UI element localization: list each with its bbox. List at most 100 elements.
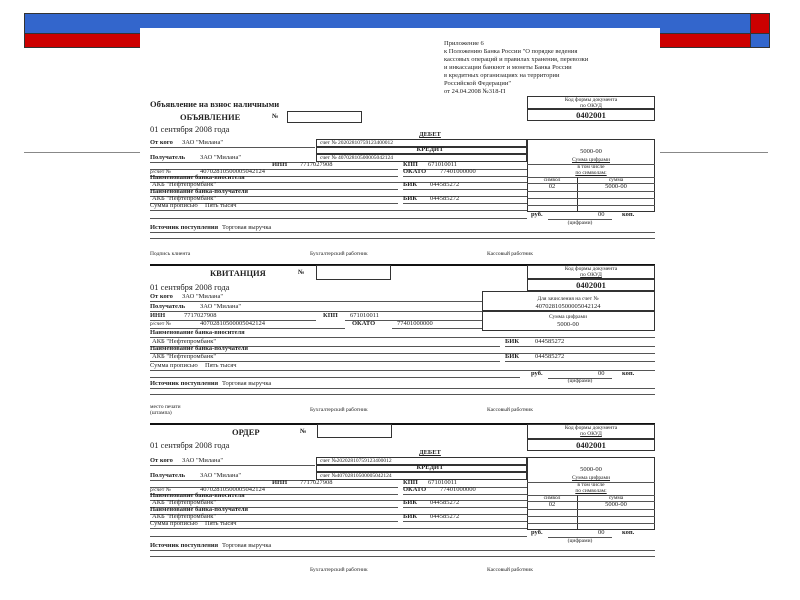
underline <box>527 516 655 517</box>
digits-note: (цифрами) <box>567 538 593 544</box>
underline <box>150 536 527 537</box>
underline <box>527 501 655 502</box>
underline <box>527 205 655 206</box>
underline <box>150 550 655 551</box>
receipt-amount-box <box>482 311 655 331</box>
account-label: р/счет № <box>150 487 171 493</box>
amount-words-label: Сумма прописью <box>150 362 198 369</box>
okato: 77401000000 <box>397 320 433 327</box>
from-label: От кого <box>150 139 173 146</box>
code-label-2: по ОКУД <box>580 103 602 109</box>
appendix-line: кассовых операций и правилах хранения, п… <box>444 56 589 63</box>
stamp-1: место печати <box>150 404 181 410</box>
payee-bank-label: Наименование банка-получателя <box>150 345 249 352</box>
payer-bank-label: Наименование банка-вносителя <box>150 329 245 336</box>
underline <box>150 182 527 183</box>
code: 0402001 <box>576 280 606 290</box>
heading: Объявление на взнос наличными <box>150 99 280 109</box>
payer-bank: АКБ "Нефтепромбанк" <box>152 499 217 506</box>
from-value: ЗАО "Милана" <box>182 139 224 146</box>
recipient-label: Получатель <box>150 472 186 479</box>
client-signature-label: Подпись клиента <box>150 251 191 257</box>
debit-account-box <box>316 457 527 465</box>
underline <box>150 514 527 515</box>
amount-box <box>527 139 655 212</box>
underline <box>403 494 527 495</box>
code-label-1: Код формы документа <box>564 266 618 272</box>
kop-value: 00 <box>598 529 605 536</box>
underline <box>150 388 655 389</box>
credit-label: КРЕДИТ <box>416 146 444 153</box>
account-label: р/счет № <box>150 169 171 175</box>
kop-value: 00 <box>598 370 605 377</box>
appendix-line: и инкассации банкнот и монеты Банка Росс… <box>444 64 572 71</box>
slide-corner-blue-square <box>750 33 770 48</box>
bik-label: БИК <box>505 353 520 360</box>
underline <box>150 346 500 347</box>
underline <box>403 169 527 170</box>
underline <box>403 176 527 177</box>
inn: 7717027908 <box>300 479 333 486</box>
cashier-signature-label: Кассовый работник <box>487 407 533 413</box>
appendix-line: в кредитных организациях на территории <box>444 72 560 79</box>
underline <box>505 346 655 347</box>
credit-to-label: Для зачисления на счет № <box>537 296 599 302</box>
amount-label: Сумма цифрами <box>571 157 611 163</box>
underline <box>150 494 398 495</box>
underline <box>527 164 655 165</box>
underline <box>150 320 316 321</box>
debit-account: счет №20202810759123400012 <box>320 458 392 464</box>
okato-label: ОКАТО <box>352 320 376 327</box>
kpp-label: КПП <box>403 479 418 486</box>
okud-code-label-box <box>527 96 655 109</box>
bik-label: БИК <box>403 181 418 188</box>
underline <box>150 465 315 466</box>
underline <box>527 523 655 524</box>
section-separator <box>150 264 655 266</box>
divider <box>577 495 578 530</box>
rub: руб. <box>531 211 543 218</box>
payee-bank: АКБ "Нефтепромбанк" <box>152 353 217 360</box>
amount-words-label: Сумма прописью <box>150 520 198 527</box>
underline <box>150 361 500 362</box>
including: в том числе <box>577 482 605 488</box>
inn: 7717027908 <box>184 312 217 319</box>
underline <box>150 147 315 148</box>
credit-to-account: 40702810500005042124 <box>535 303 601 310</box>
from-label: От кого <box>150 457 173 464</box>
underline <box>403 189 527 190</box>
code-label-2: по ОКУД <box>580 431 602 437</box>
slide-rule-left <box>24 152 140 153</box>
symbol: 02 <box>548 183 556 190</box>
credit-account: счет № 40702810500005042124 <box>320 155 393 161</box>
order-number-input[interactable] <box>317 424 392 438</box>
code: 0402001 <box>576 440 606 450</box>
amount-words: Пять тысяч <box>205 202 237 209</box>
appendix-line: Российской Федерации" <box>444 80 512 87</box>
from-label: От кого <box>150 293 173 300</box>
code-label-2: по ОКУД <box>580 272 602 278</box>
by-symbols: по символам: <box>575 488 607 494</box>
notice-number-input[interactable] <box>287 111 362 123</box>
amount-words: Пять тысяч <box>205 362 237 369</box>
payer-bank: АКБ "Нефтепромбанк" <box>152 181 217 188</box>
payer-bik: 044585272 <box>430 181 460 188</box>
account: 40702810500005042124 <box>200 320 265 327</box>
accountant-signature-label: Бухгалтерский работник <box>310 567 368 573</box>
divider <box>577 177 578 212</box>
receipt-number-input[interactable] <box>316 265 391 280</box>
debit-label: ДЕБЕТ <box>419 131 441 138</box>
symbol-sum: 5000-00 <box>605 501 627 508</box>
underline <box>150 500 527 501</box>
payer-bank-label: Наименование банка-вносителя <box>150 492 245 499</box>
underline <box>150 311 482 312</box>
inn: 7717027908 <box>300 161 333 168</box>
source: Торговая выручка <box>222 542 272 549</box>
accountant-signature-label: Бухгалтерский работник <box>310 407 368 413</box>
underline <box>150 162 315 163</box>
payer-bik: 044585272 <box>535 338 565 345</box>
underline <box>150 328 345 329</box>
underline <box>150 370 655 371</box>
inn-label: ИНН <box>150 312 166 319</box>
underline <box>527 191 655 192</box>
